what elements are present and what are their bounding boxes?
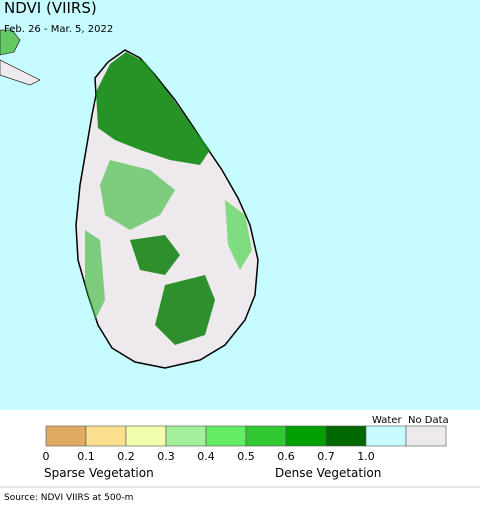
subtitle: Feb. 26 - Mar. 5, 2022 — [4, 24, 113, 35]
legend-tick-label: 0.4 — [197, 450, 215, 463]
vegetation — [130, 235, 180, 275]
legend-swatch — [205, 425, 247, 447]
legend-swatch — [325, 425, 367, 447]
title: NDVI (VIIRS) — [4, 0, 97, 17]
legend-swatch — [125, 425, 167, 447]
legend-swatch — [245, 425, 287, 447]
legend-label: No Data — [408, 415, 449, 426]
legend-tick-label: 0.3 — [157, 450, 175, 463]
legend-swatch — [285, 425, 327, 447]
legend-label: Sparse Vegetation — [44, 466, 154, 480]
legend-label: Dense Vegetation — [275, 466, 381, 480]
legend-tick-label: 0.5 — [237, 450, 255, 463]
vegetation — [155, 275, 215, 345]
legend-tick-label: 0.7 — [317, 450, 335, 463]
india-coast — [0, 29, 21, 56]
vegetation — [225, 200, 252, 270]
source: Source: NDVI VIIRS at 500-m — [4, 493, 133, 503]
legend-tick-label: 0.6 — [277, 450, 295, 463]
legend-tick-label: 0 — [43, 450, 50, 463]
legend: 0 0.1 0.2 0.3 0.4 0.5 0.6 0.7 1.0 — [43, 425, 447, 463]
legend-swatch — [45, 425, 87, 447]
legend-tick-label: 1.0 — [357, 450, 375, 463]
vegetation — [100, 160, 175, 230]
legend-swatch — [165, 425, 207, 447]
legend-swatch — [405, 425, 447, 447]
legend-tick-label: 0.1 — [77, 450, 95, 463]
legend-label: Water — [372, 415, 402, 426]
legend-swatch — [85, 425, 127, 447]
legend-swatch — [365, 425, 407, 447]
vegetation — [96, 52, 210, 165]
vegetation — [85, 230, 105, 320]
india-coast — [0, 59, 41, 86]
legend-tick-label: 0.2 — [117, 450, 135, 463]
